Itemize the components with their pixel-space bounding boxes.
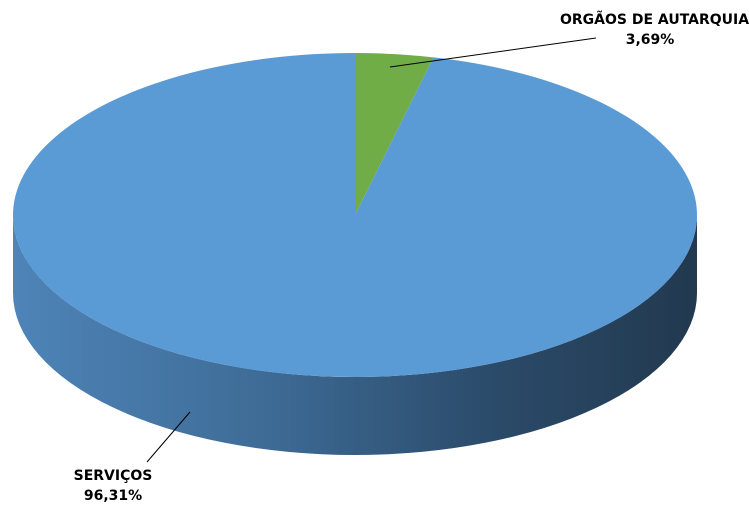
data-label-servicos-value: 96,31% xyxy=(83,488,143,504)
data-label-servicos: SERVIÇOS 96,31% xyxy=(58,466,168,506)
data-label-servicos-name: SERVIÇOS xyxy=(73,468,153,484)
pie-slice-servicos xyxy=(13,53,698,377)
data-label-orgaos-name: ORGÃOS DE AUTARQUIA xyxy=(560,12,749,28)
leader-line-servicos xyxy=(146,411,191,463)
data-label-orgaos-value: 3,69% xyxy=(625,32,675,48)
data-label-orgaos: ORGÃOS DE AUTARQUIA 3,69% xyxy=(560,10,749,50)
leader-line-orgaos xyxy=(389,37,597,68)
pie-side-wall xyxy=(13,215,697,455)
pie-slice-orgaos-de-autarquia xyxy=(355,53,434,215)
